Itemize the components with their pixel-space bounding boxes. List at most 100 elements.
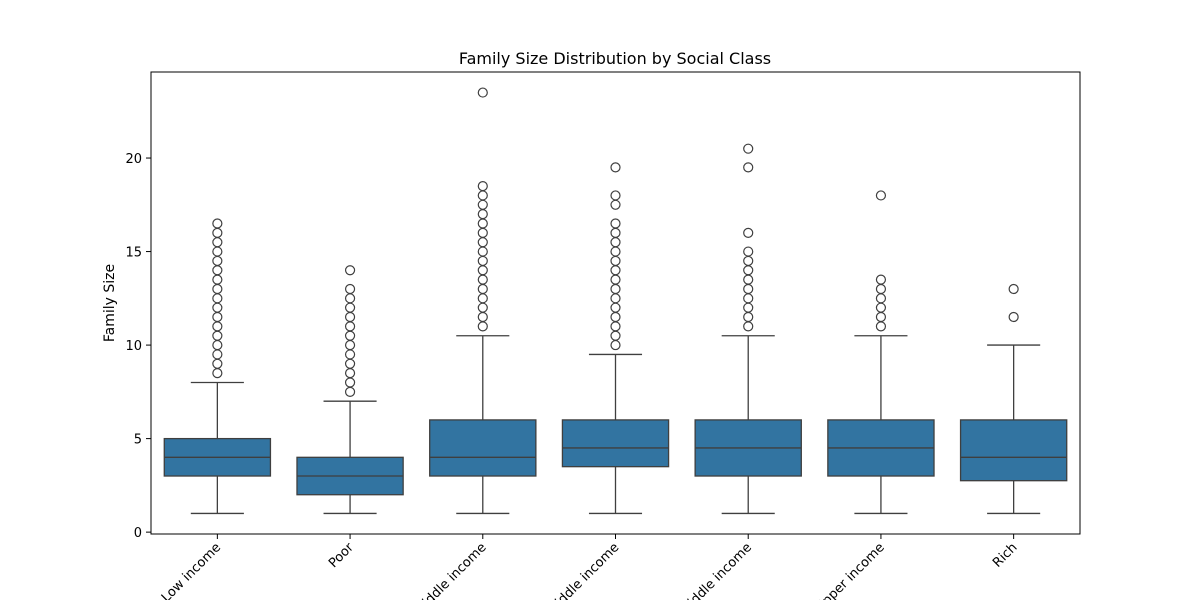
outlier (875, 311, 887, 323)
outlier (875, 302, 887, 313)
outlier (212, 321, 223, 332)
outlier (875, 274, 887, 285)
outlier (743, 227, 754, 238)
x-tick-label: Upper middle income (646, 540, 755, 600)
outlier (875, 190, 887, 201)
outlier (477, 227, 488, 238)
x-tick-label: Low income (159, 540, 224, 600)
outlier (212, 237, 223, 248)
outlier (743, 283, 754, 295)
outlier (610, 246, 621, 257)
outlier (477, 87, 488, 98)
outlier (477, 218, 488, 229)
outlier (344, 311, 356, 323)
outlier (477, 293, 488, 304)
outlier (344, 330, 356, 341)
outlier (477, 302, 488, 313)
outlier (477, 311, 488, 323)
outlier (344, 349, 356, 360)
outlier (344, 377, 356, 388)
outlier (344, 265, 356, 276)
outlier (743, 321, 754, 332)
outlier (212, 293, 223, 304)
outlier (875, 293, 887, 304)
y-tick-label: 0 (134, 526, 142, 541)
outlier (1008, 311, 1019, 323)
x-tick-label: Lower middle income (381, 540, 490, 600)
outlier (212, 339, 223, 351)
outlier (610, 199, 621, 210)
outlier (610, 311, 621, 323)
outlier (477, 283, 488, 295)
outlier (743, 293, 754, 304)
box (561, 419, 670, 468)
outlier (344, 339, 356, 351)
outlier (212, 265, 223, 276)
x-tick-label: Poor (326, 540, 357, 571)
outlier (212, 349, 223, 360)
outlier (610, 339, 621, 351)
outlier (610, 227, 621, 238)
outlier (212, 274, 223, 285)
outlier (212, 283, 223, 295)
outlier (610, 321, 621, 332)
x-tick-label: Middle income (545, 540, 623, 600)
outlier (743, 274, 754, 285)
outlier (477, 321, 488, 332)
outlier (344, 321, 356, 332)
outlier (212, 330, 223, 341)
outlier (477, 237, 488, 248)
outlier (743, 162, 754, 173)
outlier (743, 265, 754, 276)
outlier (610, 265, 621, 276)
outlier (610, 302, 621, 313)
outlier (743, 246, 754, 257)
y-tick-label: 10 (125, 339, 142, 354)
y-tick-label: 20 (125, 152, 142, 167)
y-axis-label: Family Size (102, 264, 118, 342)
outlier (610, 190, 621, 201)
outlier (610, 255, 621, 267)
outlier (743, 255, 754, 267)
outlier (610, 283, 621, 295)
outlier (477, 246, 488, 257)
outlier (477, 180, 488, 192)
box (429, 419, 537, 477)
outlier (212, 368, 223, 379)
outlier (477, 190, 488, 201)
outlier (212, 311, 223, 323)
outlier (743, 143, 754, 154)
outlier (610, 293, 621, 304)
outlier (743, 302, 754, 313)
y-tick-label: 15 (125, 246, 142, 261)
outlier (212, 302, 223, 313)
outlier (212, 218, 223, 229)
outlier (344, 302, 356, 313)
outlier (212, 227, 223, 238)
outlier (610, 274, 621, 285)
box (959, 419, 1068, 482)
x-tick-label: Rich (990, 540, 1020, 570)
outlier (344, 368, 356, 379)
outlier (212, 246, 223, 257)
outlier (743, 311, 754, 323)
outlier (344, 358, 356, 369)
outlier (344, 293, 356, 304)
outlier (875, 283, 887, 295)
outlier (1008, 283, 1019, 295)
outlier (212, 358, 223, 369)
outlier (344, 386, 356, 397)
y-tick-label: 5 (134, 433, 142, 448)
outlier (477, 274, 488, 285)
outlier (477, 209, 488, 220)
outlier (477, 199, 488, 210)
outlier (344, 283, 356, 295)
outlier (610, 218, 621, 229)
outlier (610, 162, 621, 173)
outlier (477, 265, 488, 276)
outlier (212, 255, 223, 267)
outlier (610, 330, 621, 341)
chart-title: Family Size Distribution by Social Class (459, 49, 771, 68)
x-tick-label: Upper income (813, 540, 888, 600)
